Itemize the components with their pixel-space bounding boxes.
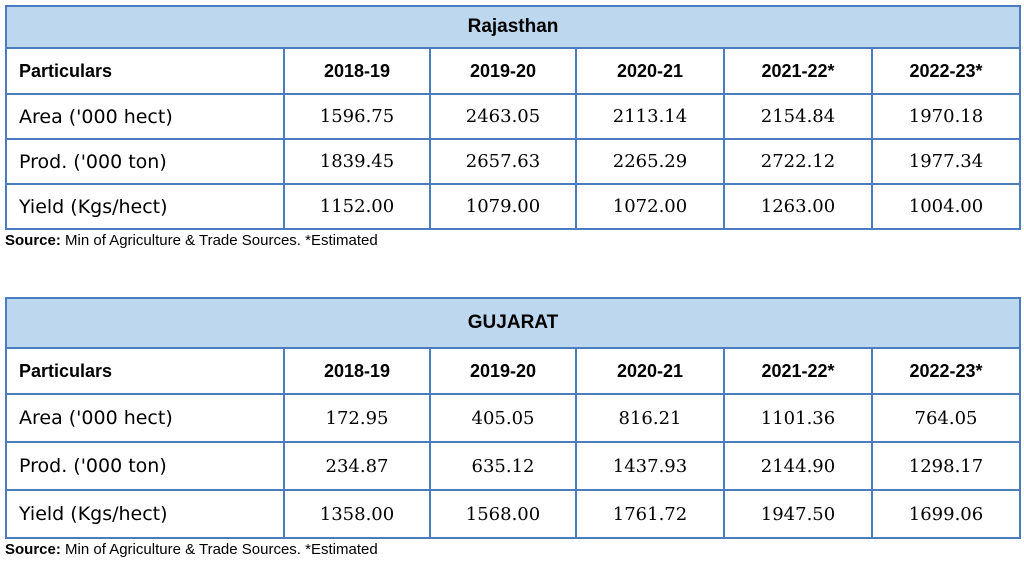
table-cell: 1977.34 (871, 138, 1021, 185)
table-cell: 1761.72 (575, 489, 725, 539)
table-cell: 2113.14 (575, 93, 725, 140)
table-cell: 1004.00 (871, 183, 1021, 230)
rajasthan-section: Rajasthan Particulars 2018-19 2019-20 20… (5, 5, 1021, 249)
column-header: Particulars (5, 47, 285, 95)
table-cell: 764.05 (871, 393, 1021, 443)
table-row: Prod. ('000 ton) 234.87 635.12 1437.93 2… (5, 441, 1021, 491)
table-cell: 172.95 (283, 393, 431, 443)
source-note: Source: Min of Agriculture & Trade Sourc… (5, 541, 1019, 558)
row-label: Yield (Kgs/hect) (5, 183, 285, 230)
source-note: Source: Min of Agriculture & Trade Sourc… (5, 232, 1019, 249)
row-label: Area ('000 hect) (5, 93, 285, 140)
column-header: 2022-23* (871, 347, 1021, 395)
table-cell: 1072.00 (575, 183, 725, 230)
table-cell: 1596.75 (283, 93, 431, 140)
table-row: Area ('000 hect) 172.95 405.05 816.21 11… (5, 393, 1021, 443)
column-header: 2022-23* (871, 47, 1021, 95)
table-cell: 1298.17 (871, 441, 1021, 491)
table-cell: 1947.50 (723, 489, 873, 539)
column-header: 2018-19 (283, 347, 431, 395)
column-header: 2021-22* (723, 347, 873, 395)
table-cell: 1152.00 (283, 183, 431, 230)
row-label: Prod. ('000 ton) (5, 138, 285, 185)
table-cell: 2722.12 (723, 138, 873, 185)
table-cell: 635.12 (429, 441, 577, 491)
table-row: Yield (Kgs/hect) 1152.00 1079.00 1072.00… (5, 183, 1021, 230)
row-label: Area ('000 hect) (5, 393, 285, 443)
source-text: Min of Agriculture & Trade Sources. *Est… (60, 541, 378, 558)
table-cell: 816.21 (575, 393, 725, 443)
source-label: Source: (5, 541, 61, 558)
table-cell: 1970.18 (871, 93, 1021, 140)
table-cell: 2144.90 (723, 441, 873, 491)
column-header: 2021-22* (723, 47, 873, 95)
row-label: Yield (Kgs/hect) (5, 489, 285, 539)
column-header: 2019-20 (429, 347, 577, 395)
table-title: Rajasthan (5, 5, 1021, 49)
table-cell: 1568.00 (429, 489, 577, 539)
column-header: 2020-21 (575, 347, 725, 395)
table-title: GUJARAT (5, 297, 1021, 349)
table-cell: 2463.05 (429, 93, 577, 140)
column-header: 2019-20 (429, 47, 577, 95)
gujarat-section: GUJARAT Particulars 2018-19 2019-20 2020… (5, 297, 1021, 558)
table-cell: 1699.06 (871, 489, 1021, 539)
table-row: Yield (Kgs/hect) 1358.00 1568.00 1761.72… (5, 489, 1021, 539)
table-cell: 1437.93 (575, 441, 725, 491)
gujarat-table: GUJARAT Particulars 2018-19 2019-20 2020… (5, 297, 1021, 539)
rajasthan-table: Rajasthan Particulars 2018-19 2019-20 20… (5, 5, 1021, 230)
table-cell: 1263.00 (723, 183, 873, 230)
source-label: Source: (5, 232, 61, 249)
table-cell: 405.05 (429, 393, 577, 443)
row-label: Prod. ('000 ton) (5, 441, 285, 491)
table-cell: 2154.84 (723, 93, 873, 140)
table-cell: 234.87 (283, 441, 431, 491)
column-header: 2020-21 (575, 47, 725, 95)
table-cell: 1079.00 (429, 183, 577, 230)
table-row: Area ('000 hect) 1596.75 2463.05 2113.14… (5, 93, 1021, 140)
table-cell: 2657.63 (429, 138, 577, 185)
table-cell: 1839.45 (283, 138, 431, 185)
table-row: Prod. ('000 ton) 1839.45 2657.63 2265.29… (5, 138, 1021, 185)
table-cell: 2265.29 (575, 138, 725, 185)
table-cell: 1358.00 (283, 489, 431, 539)
source-text: Min of Agriculture & Trade Sources. *Est… (60, 232, 378, 249)
table-cell: 1101.36 (723, 393, 873, 443)
column-header: 2018-19 (283, 47, 431, 95)
column-header: Particulars (5, 347, 285, 395)
